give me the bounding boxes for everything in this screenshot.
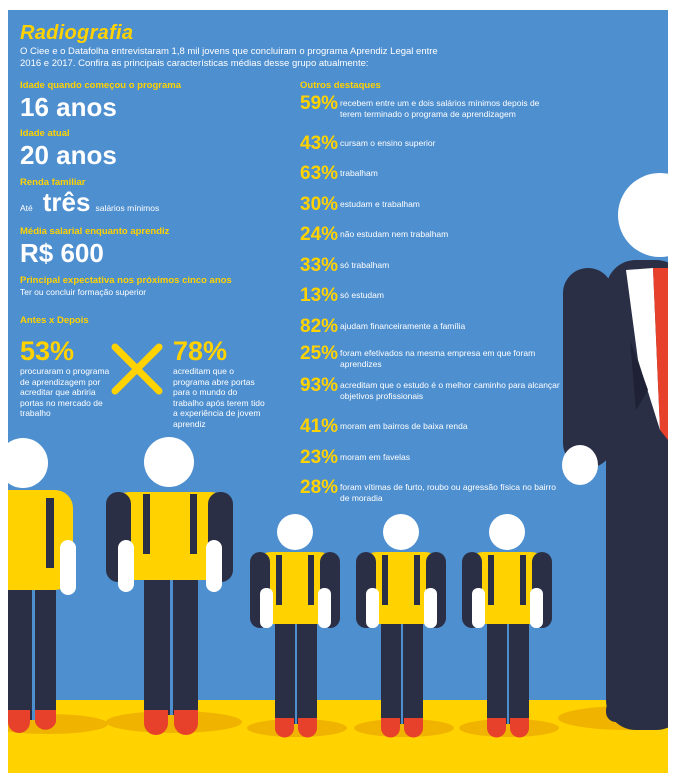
highlight-text: só trabalham bbox=[340, 260, 390, 270]
highlight-pct: 30% bbox=[300, 194, 339, 215]
highlight-text: foram efetivados na mesma empresa em que… bbox=[340, 348, 536, 369]
highlight-item: 59% recebem entre um e dois salários mín… bbox=[300, 94, 562, 119]
highlight-text: trabalham bbox=[340, 168, 378, 178]
highlight-pct: 63% bbox=[300, 163, 339, 184]
highlight-text: moram em bairros de baixa renda bbox=[340, 421, 468, 431]
highlight-pct: 59% bbox=[300, 93, 339, 114]
highlight-item: 33% só trabalham bbox=[300, 256, 562, 276]
highlights-heading: Outros destaques bbox=[300, 80, 381, 91]
expectation-label: Principal expectativa nos próximos cinco… bbox=[20, 275, 232, 286]
student-figure-5 bbox=[462, 514, 552, 738]
highlight-pct: 82% bbox=[300, 316, 339, 337]
highlight-pct: 23% bbox=[300, 447, 339, 468]
student-figure-3 bbox=[250, 514, 340, 738]
highlight-pct: 13% bbox=[300, 285, 339, 306]
highlight-text: moram em favelas bbox=[340, 452, 410, 462]
highlight-item: 41% moram em bairros de baixa renda bbox=[300, 417, 562, 437]
title: Radiografia bbox=[20, 22, 134, 44]
salary-value: R$ 600 bbox=[20, 238, 104, 268]
highlight-pct: 28% bbox=[300, 477, 339, 498]
highlight-item: 43% cursam o ensino superior bbox=[300, 134, 562, 154]
highlight-text: acreditam que o estudo é o melhor caminh… bbox=[340, 380, 560, 401]
student-figure-2 bbox=[106, 437, 233, 735]
highlight-item: 25% foram efetivados na mesma empresa em… bbox=[300, 344, 562, 369]
highlight-pct: 24% bbox=[300, 224, 339, 245]
income-row: Até três salários mínimos bbox=[20, 187, 159, 218]
before-after-label: Antes x Depois bbox=[20, 315, 89, 326]
age-now-label: Idade atual bbox=[20, 128, 70, 139]
highlight-item: 82% ajudam financeiramente a família bbox=[300, 317, 562, 337]
expectation-value: Ter ou concluir formação superior bbox=[20, 287, 147, 297]
ground bbox=[8, 700, 668, 773]
highlight-item: 23% moram em favelas bbox=[300, 448, 562, 468]
highlight-pct: 43% bbox=[300, 133, 339, 154]
highlight-text: foram vítimas de furto, roubo ou agressã… bbox=[340, 482, 556, 503]
highlight-text: só estudam bbox=[340, 290, 384, 300]
student-figure-1 bbox=[8, 438, 76, 733]
businessman-figure bbox=[562, 173, 668, 730]
illustration bbox=[8, 173, 668, 773]
cross-icon bbox=[111, 343, 163, 395]
age-start-value: 16 anos bbox=[20, 92, 117, 122]
highlight-pct: 33% bbox=[300, 255, 339, 276]
highlight-item: 24% não estudam nem trabalham bbox=[300, 225, 562, 245]
before-text: procuraram o programa de aprendizagem po… bbox=[20, 366, 110, 418]
before-pct: 53% bbox=[20, 336, 75, 366]
highlight-text: recebem entre um e dois salários mínimos… bbox=[340, 98, 540, 119]
highlight-item: 13% só estudam bbox=[300, 286, 562, 306]
salary-label: Média salarial enquanto aprendiz bbox=[20, 226, 170, 237]
infographic-panel: Radiografia O Ciee e o Datafolha entrevi… bbox=[8, 10, 668, 773]
highlight-item: 30% estudam e trabalham bbox=[300, 195, 562, 215]
intro-text: O Ciee e o Datafolha entrevistaram 1,8 m… bbox=[20, 46, 438, 69]
highlight-text: estudam e trabalham bbox=[340, 199, 420, 209]
highlight-pct: 41% bbox=[300, 416, 339, 437]
income-value: três bbox=[42, 187, 91, 217]
highlight-text: cursam o ensino superior bbox=[340, 138, 436, 148]
highlight-pct: 93% bbox=[300, 375, 339, 396]
highlight-text: ajudam financeiramente a família bbox=[340, 321, 466, 331]
highlight-item: 93% acreditam que o estudo é o melhor ca… bbox=[300, 376, 562, 401]
highlight-item: 63% trabalham bbox=[300, 164, 562, 184]
highlight-pct: 25% bbox=[300, 343, 339, 364]
highlight-item: 28% foram vítimas de furto, roubo ou agr… bbox=[300, 478, 562, 503]
income-label: Renda familiar bbox=[20, 177, 86, 188]
income-suffix: salários mínimos bbox=[95, 203, 160, 213]
student-figure-4 bbox=[356, 514, 446, 738]
highlight-text: não estudam nem trabalham bbox=[340, 229, 449, 239]
after-text: acreditam que o programa abre portas par… bbox=[173, 366, 265, 429]
after-pct: 78% bbox=[173, 336, 228, 366]
age-start-label: Idade quando começou o programa bbox=[20, 80, 181, 91]
income-prefix: Até bbox=[20, 203, 33, 213]
age-now-value: 20 anos bbox=[20, 140, 117, 170]
